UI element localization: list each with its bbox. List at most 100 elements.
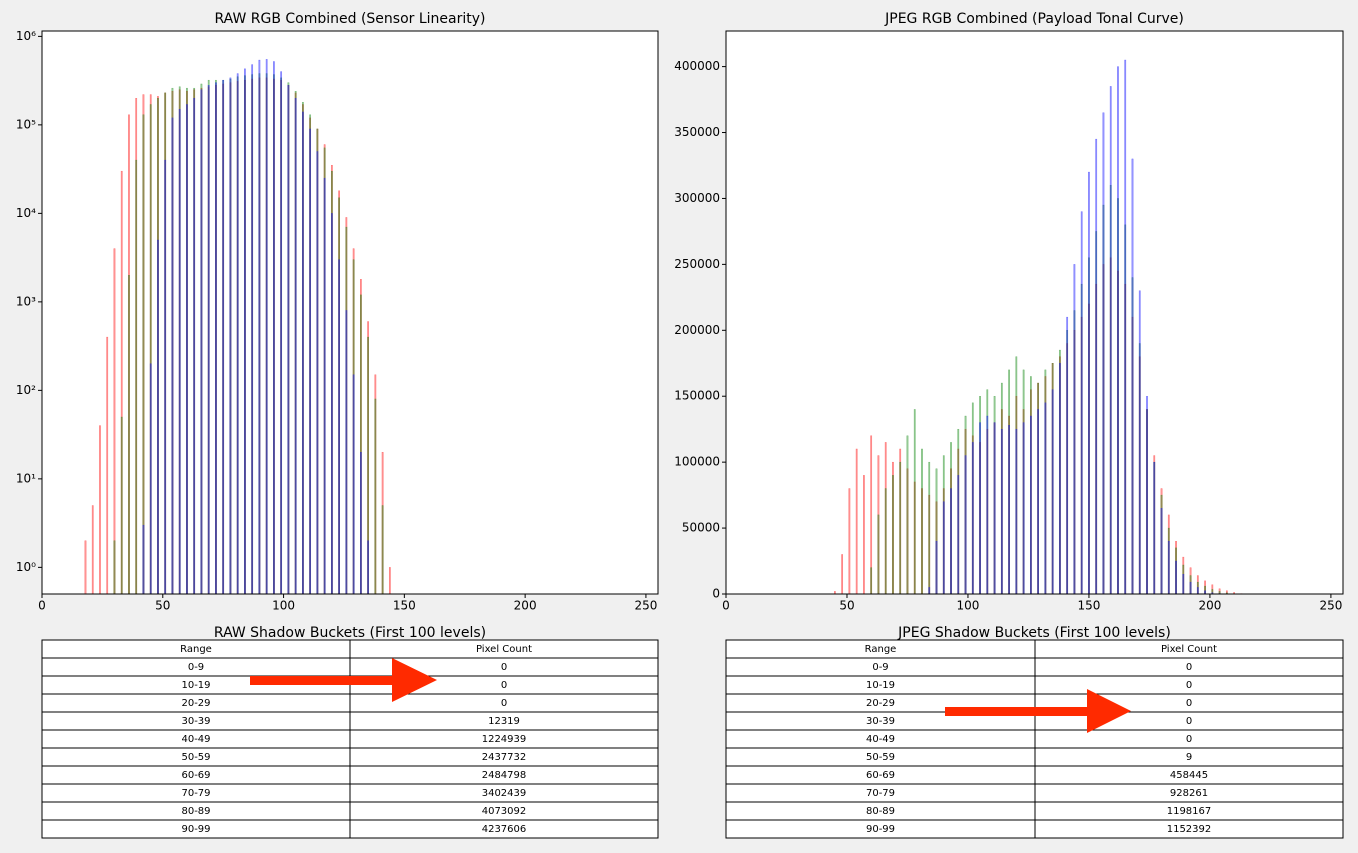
cell-text: 80-89 [181, 806, 210, 817]
y-tick-label: 10⁵ [16, 117, 36, 131]
histogram-bar [885, 489, 886, 594]
cell-text: 80-89 [866, 806, 895, 817]
histogram-bar [179, 109, 180, 594]
cell-text: 928261 [1170, 788, 1208, 799]
cell-text: Range [180, 644, 212, 655]
histogram-bar [979, 423, 980, 594]
cell-text: 10-19 [181, 680, 210, 691]
histogram-bar [1001, 429, 1002, 594]
histogram-bar [1023, 423, 1024, 594]
histogram-bar [107, 337, 108, 594]
cell-text: 0 [1186, 662, 1192, 673]
histogram-bar [1045, 403, 1046, 594]
histogram-bar [288, 85, 289, 594]
cell-text: 0 [1186, 716, 1192, 727]
histogram-bar [215, 83, 216, 594]
histogram-bar [121, 417, 122, 594]
chart-title: JPEG RGB Combined (Payload Tonal Curve) [884, 11, 1184, 27]
histogram-bar [900, 462, 901, 594]
histogram-bar [389, 567, 390, 594]
histogram-bar [863, 475, 864, 594]
histogram-bar [201, 90, 202, 594]
histogram-bar [871, 568, 872, 594]
histogram-bar [965, 456, 966, 594]
y-tick-label: 350000 [674, 125, 720, 139]
y-tick-label: 250000 [674, 257, 720, 271]
y-tick-label: 150000 [674, 389, 720, 403]
histogram-bar [375, 399, 376, 594]
histogram-bar [1096, 139, 1097, 594]
histogram-bar [172, 118, 173, 594]
cell-text: 458445 [1170, 770, 1208, 781]
cell-text: 12319 [488, 716, 520, 727]
histogram-bar [1139, 291, 1140, 594]
histogram-bar [1190, 582, 1191, 594]
x-tick-label: 0 [722, 599, 730, 613]
y-tick-label: 50000 [682, 521, 720, 535]
histogram-bar [317, 152, 318, 594]
histogram-bar [143, 525, 144, 594]
x-tick-label: 150 [393, 599, 416, 613]
histogram-bar [302, 112, 303, 594]
histogram-bar [921, 449, 922, 594]
cell-text: 70-79 [181, 788, 210, 799]
histogram-bar [929, 462, 930, 594]
histogram-bar [252, 65, 253, 594]
histogram-bar [150, 364, 151, 594]
histogram-bar [360, 452, 361, 594]
chart-title: RAW RGB Combined (Sensor Linearity) [214, 11, 485, 27]
histogram-bar [382, 506, 383, 594]
histogram-bar [194, 98, 195, 594]
plot-area [726, 31, 1343, 594]
cell-text: 20-29 [181, 698, 210, 709]
cell-text: 70-79 [866, 788, 895, 799]
y-tick-label: 10⁰ [16, 560, 36, 574]
histogram-bar [1197, 587, 1198, 594]
y-tick-label: 200000 [674, 323, 720, 337]
y-tick-label: 300000 [674, 191, 720, 205]
cell-text: 4073092 [482, 806, 527, 817]
histogram-bar [987, 416, 988, 594]
cell-text: 0 [501, 698, 507, 709]
x-tick-label: 50 [155, 599, 170, 613]
cell-text: 20-29 [866, 698, 895, 709]
cell-text: Pixel Count [476, 644, 532, 655]
histogram-bar [943, 502, 944, 594]
histogram-bar [1030, 416, 1031, 594]
y-tick-label: 400000 [674, 59, 720, 73]
x-tick-label: 50 [839, 599, 854, 613]
cell-text: 0 [1186, 698, 1192, 709]
histogram-bar [157, 240, 158, 594]
histogram-bar [92, 506, 93, 594]
histogram-bar [892, 475, 893, 594]
y-tick-label: 10³ [16, 294, 36, 308]
cell-text: 60-69 [866, 770, 895, 781]
cell-text: 1198167 [1167, 806, 1212, 817]
table-title: JPEG Shadow Buckets (First 100 levels) [897, 625, 1171, 641]
histogram-bar [1008, 425, 1009, 594]
histogram-bar [1183, 574, 1184, 594]
x-tick-label: 250 [1319, 599, 1342, 613]
histogram-bar [1016, 429, 1017, 594]
histogram-bar [143, 115, 144, 594]
histogram-bar [929, 587, 930, 594]
cell-text: 40-49 [866, 734, 895, 745]
x-tick-label: 100 [272, 599, 295, 613]
y-tick-label: 10² [16, 383, 36, 397]
histogram-bar [1088, 172, 1089, 594]
histogram-bar [309, 129, 310, 594]
histogram-bar [994, 423, 995, 594]
histogram-bar [841, 554, 842, 594]
histogram-bar [85, 541, 86, 594]
x-tick-label: 100 [957, 599, 980, 613]
histogram-bar [186, 104, 187, 594]
x-tick-label: 200 [1198, 599, 1221, 613]
histogram-bar [1103, 113, 1104, 594]
cell-text: 1224939 [482, 734, 527, 745]
x-tick-label: 250 [634, 599, 657, 613]
cell-text: 2437732 [482, 752, 527, 763]
histogram-bar [99, 426, 100, 594]
histogram-bar [230, 78, 231, 594]
histogram-bar [128, 275, 129, 594]
